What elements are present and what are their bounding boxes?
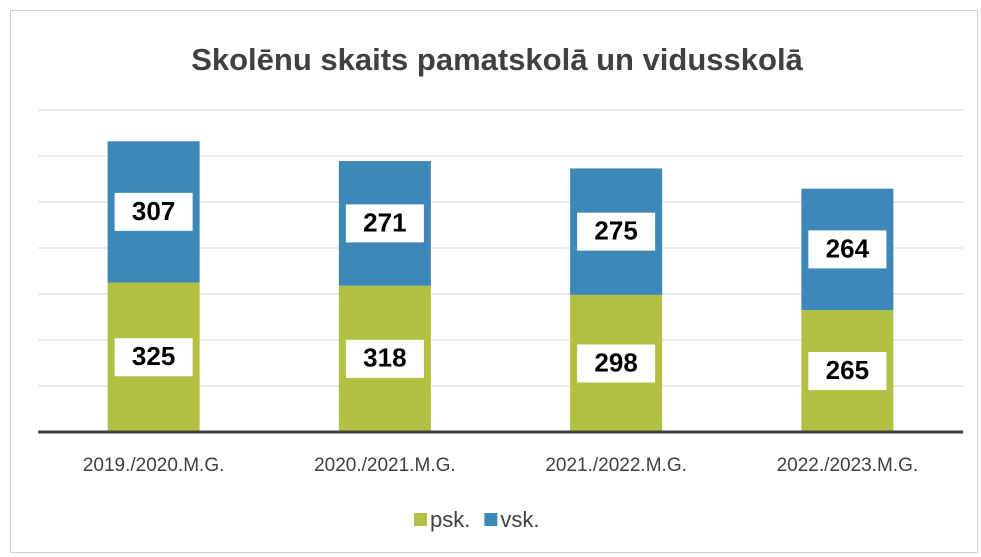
chart-title: Skolēnu skaits pamatskolā un vidusskolā [191, 42, 803, 77]
x-tick-label: 2020./2021.M.G. [314, 455, 456, 476]
data-label-box [345, 339, 424, 378]
data-label-box [577, 344, 656, 383]
x-tick-label: 2019./2020.M.G. [83, 455, 225, 476]
x-tick-label: 2022./2023.M.G. [777, 455, 919, 476]
data-label: 271 [363, 207, 406, 237]
data-label: 275 [594, 216, 637, 246]
data-label-box [808, 230, 887, 269]
data-label: 318 [363, 343, 406, 373]
data-label-box [114, 192, 193, 231]
legend-label: vsk. [500, 507, 539, 532]
legend-swatch [414, 513, 427, 526]
data-label: 307 [132, 196, 175, 226]
data-label-box [808, 352, 887, 391]
data-label: 265 [826, 355, 869, 385]
data-label: 298 [594, 347, 637, 377]
legend-label: psk. [430, 507, 470, 532]
data-label: 264 [826, 233, 870, 263]
data-label-box [577, 212, 656, 251]
data-label-box [114, 338, 193, 377]
legend-swatch [484, 513, 498, 526]
data-label-box [345, 204, 424, 243]
data-label: 325 [132, 341, 175, 371]
x-tick-label: 2021./2022.M.G. [545, 455, 687, 476]
